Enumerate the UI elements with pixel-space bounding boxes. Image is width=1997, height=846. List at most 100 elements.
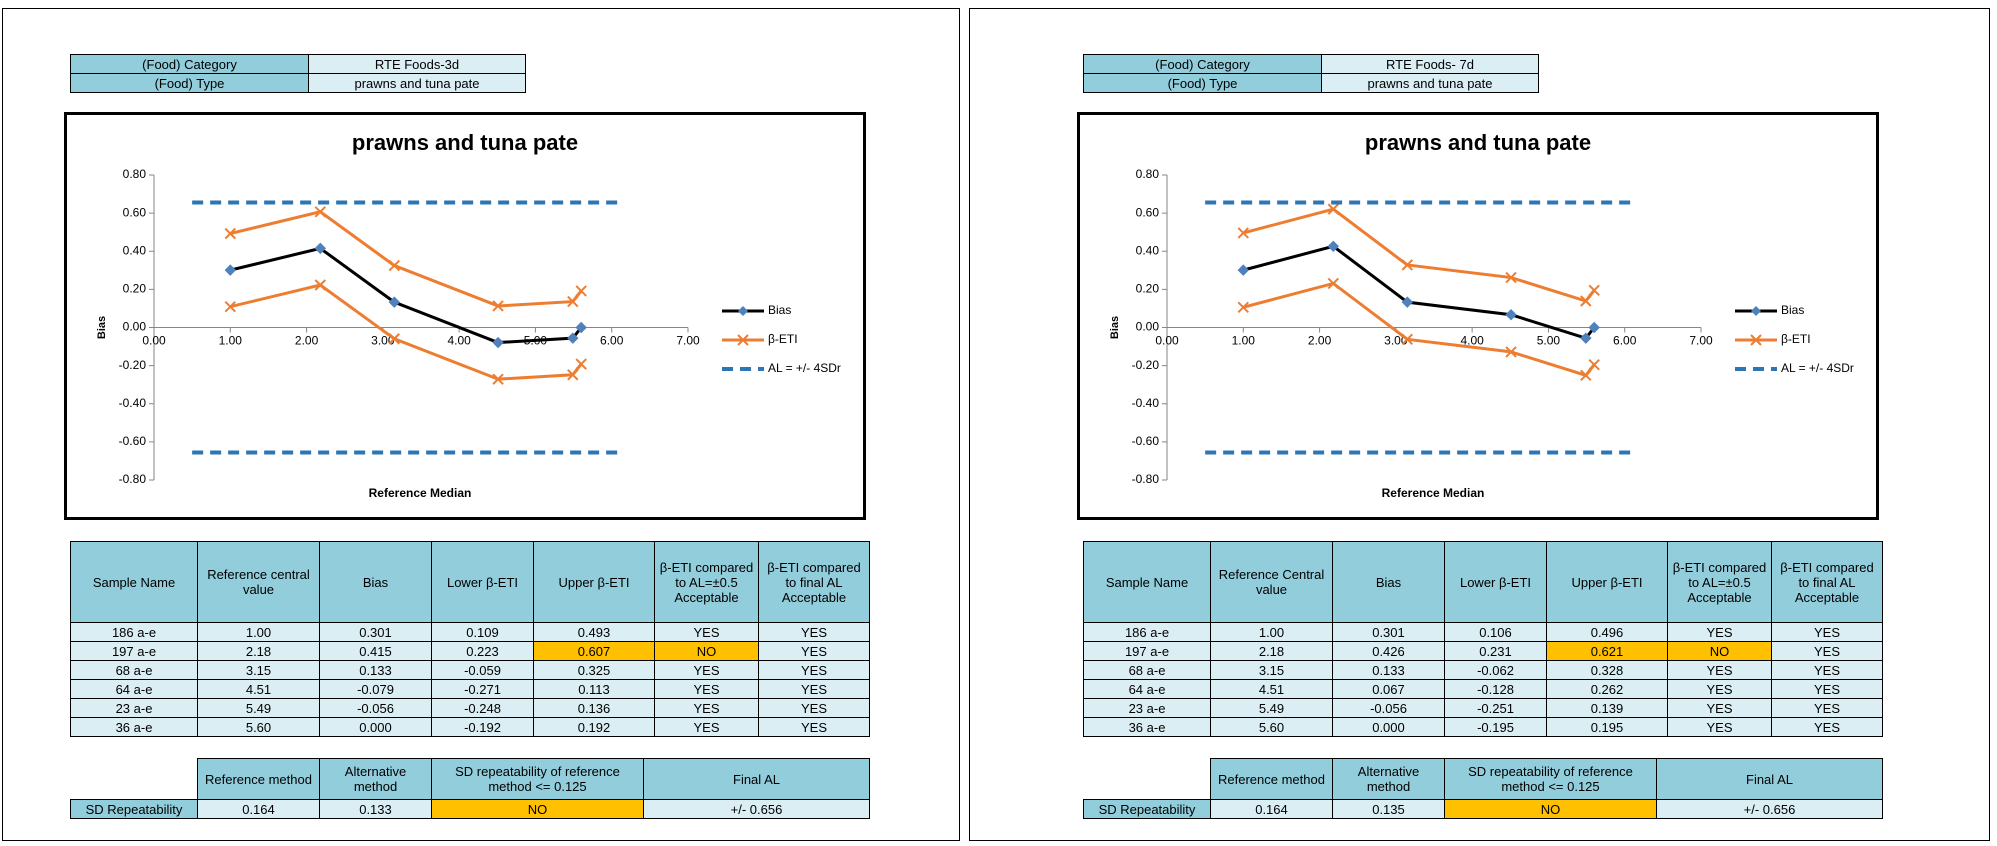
- table-cell: YES: [758, 679, 870, 699]
- summary-cell: 0.164: [197, 799, 320, 819]
- summary-cell: +/- 0.656: [1656, 799, 1883, 819]
- sheet-frame: [2, 8, 960, 841]
- table-cell: 0.067: [1332, 679, 1445, 699]
- header-label: (Food) Category: [70, 54, 309, 74]
- x-tick-label: 6.00: [1613, 334, 1637, 348]
- table-cell: 64 a-e: [1083, 679, 1211, 699]
- series-line-marker: [1580, 332, 1592, 344]
- x-tick-label: 4.00: [1460, 334, 1484, 348]
- summary-cell: 0.164: [1210, 799, 1333, 819]
- y-tick-label: 0.40: [123, 243, 147, 257]
- band-upper-line-marker: [1327, 203, 1340, 215]
- table-cell: 0.106: [1444, 622, 1547, 642]
- table-header: β-ETI compared to AL=±0.5 Acceptable: [654, 541, 759, 623]
- x-tick-label: 6.00: [600, 334, 624, 348]
- band-lower-line-marker: [567, 369, 579, 381]
- table-cell: YES: [758, 660, 870, 680]
- band-lower-line-marker: [492, 373, 504, 385]
- table-cell: 3.15: [197, 660, 320, 680]
- y-tick-label: -0.20: [1132, 358, 1160, 372]
- table-cell: YES: [1771, 641, 1883, 661]
- table-cell: YES: [654, 717, 759, 737]
- legend-label: β-ETI: [768, 332, 798, 346]
- y-tick-label: 0.20: [123, 282, 147, 296]
- summary-cell: SD Repeatability: [70, 799, 198, 819]
- header-value: prawns and tuna pate: [1321, 73, 1539, 93]
- band-lower-line-marker: [1401, 333, 1414, 346]
- y-tick-label: -0.40: [1132, 396, 1160, 410]
- table-cell: -0.128: [1444, 679, 1547, 699]
- x-axis-label: Reference Median: [369, 486, 472, 500]
- series-line-marker: [224, 264, 236, 276]
- y-tick-label: -0.80: [1132, 472, 1160, 486]
- table-cell: 68 a-e: [1083, 660, 1211, 680]
- band-upper-line-marker: [1505, 271, 1517, 284]
- table-cell: 4.51: [1210, 679, 1333, 699]
- table-cell: 64 a-e: [70, 679, 198, 699]
- band-upper-line-marker: [1588, 284, 1600, 297]
- band-lower-line-marker: [224, 301, 236, 313]
- chart-title: prawns and tuna pate: [1365, 130, 1591, 155]
- table-cell: 0.301: [319, 622, 432, 642]
- x-tick-label: 1.00: [1232, 334, 1256, 348]
- series-line-marker: [1505, 309, 1517, 321]
- y-tick-label: -0.20: [119, 358, 147, 372]
- table-cell: -0.195: [1444, 717, 1547, 737]
- panel: (Food) Category RTE Foods- 7d (Food) Type p…: [1013, 0, 1953, 846]
- table-cell: 4.51: [197, 679, 320, 699]
- header-label: (Food) Type: [1083, 73, 1322, 93]
- x-axis-label: Reference Median: [1382, 486, 1485, 500]
- table-cell: -0.056: [319, 698, 432, 718]
- summary-header: SD repeatability of reference method <= …: [1444, 758, 1657, 800]
- table-cell: 0.000: [319, 717, 432, 737]
- x-tick-label: 7.00: [1689, 334, 1713, 348]
- y-tick-label: 0.00: [1136, 320, 1160, 334]
- table-cell: 0.195: [1546, 717, 1668, 737]
- summary-cell: 0.133: [319, 799, 432, 819]
- series-line-marker: [1327, 240, 1340, 253]
- summary-header: Alternative method: [319, 758, 432, 800]
- table-cell: 0.133: [319, 660, 432, 680]
- legend-marker: [738, 306, 748, 316]
- x-tick-label: 4.00: [447, 334, 471, 348]
- summary-cell: SD Repeatability: [1083, 799, 1211, 819]
- table-cell: 0.109: [431, 622, 534, 642]
- table-cell: -0.192: [431, 717, 534, 737]
- table-header: Sample Name: [1083, 541, 1211, 623]
- table-cell: 0.139: [1546, 698, 1668, 718]
- table-cell: 0.496: [1546, 622, 1668, 642]
- table-cell: 1.00: [1210, 622, 1333, 642]
- summary-header: Reference method: [1210, 758, 1333, 800]
- y-tick-label: 0.00: [123, 320, 147, 334]
- table-cell: 0.133: [1332, 660, 1445, 680]
- table-cell: 2.18: [197, 641, 320, 661]
- band-upper-line-marker: [567, 295, 579, 308]
- y-axis-label: Bias: [1109, 316, 1121, 339]
- band-lower-line-marker: [314, 279, 327, 291]
- table-cell: YES: [1667, 622, 1772, 642]
- table-cell: YES: [654, 660, 759, 680]
- table-cell: 2.18: [1210, 641, 1333, 661]
- y-tick-label: -0.60: [1132, 434, 1160, 448]
- table-cell: 36 a-e: [1083, 717, 1211, 737]
- table-cell: 0.607: [533, 641, 655, 661]
- band-upper-line-marker: [492, 300, 504, 312]
- table-header: Upper β-ETI: [533, 541, 655, 623]
- legend-label: Bias: [768, 303, 791, 317]
- band-upper-line-marker: [1580, 295, 1592, 307]
- table-cell: 0.493: [533, 622, 655, 642]
- band-lower-line-marker: [1580, 369, 1592, 382]
- table-header: Lower β-ETI: [1444, 541, 1547, 623]
- table-header: Upper β-ETI: [1546, 541, 1668, 623]
- table-cell: YES: [1771, 698, 1883, 718]
- table-cell: 0.621: [1546, 641, 1668, 661]
- table-header: β-ETI compared to final AL Acceptable: [1771, 541, 1883, 623]
- table-cell: -0.248: [431, 698, 534, 718]
- table-cell: YES: [1667, 660, 1772, 680]
- table-cell: -0.251: [1444, 698, 1547, 718]
- series-line-marker: [388, 296, 401, 308]
- series-line-marker: [575, 321, 587, 334]
- table-cell: 5.49: [1210, 698, 1333, 718]
- summary-cell: NO: [431, 799, 644, 819]
